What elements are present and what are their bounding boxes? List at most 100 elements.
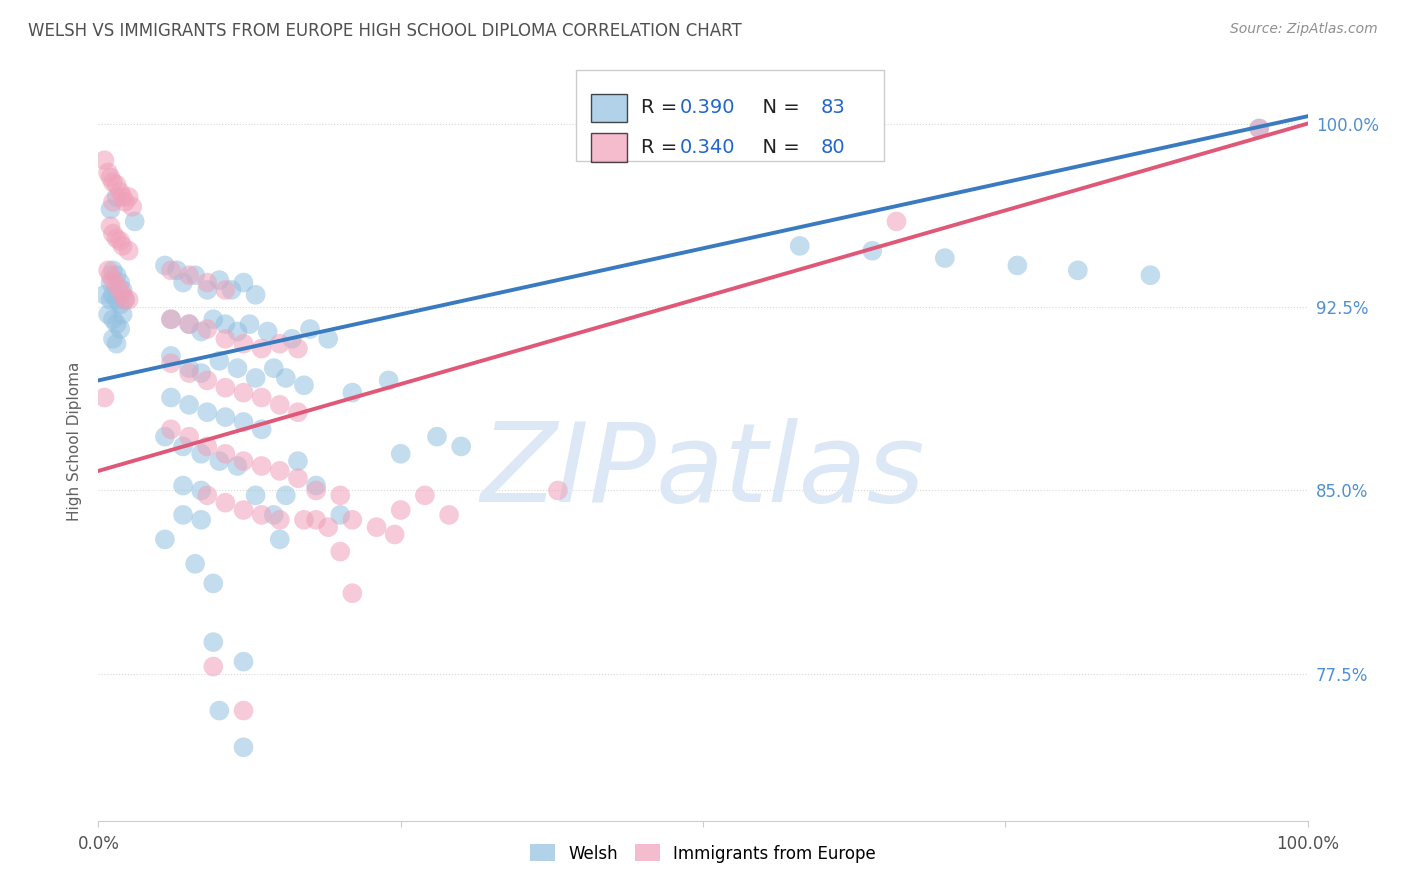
Point — [366, 520, 388, 534]
Point — [190, 325, 212, 339]
Point — [111, 287, 134, 301]
Point — [97, 263, 120, 277]
Point — [214, 317, 236, 331]
Point — [329, 488, 352, 502]
Point — [329, 544, 352, 558]
Point — [232, 503, 254, 517]
Point — [384, 527, 406, 541]
Point — [172, 478, 194, 492]
Point — [172, 508, 194, 522]
Point — [232, 385, 254, 400]
Point — [934, 251, 956, 265]
Point — [1249, 121, 1271, 136]
Point — [886, 214, 908, 228]
Point — [124, 214, 146, 228]
Point — [118, 190, 141, 204]
Point — [389, 503, 412, 517]
Point — [101, 194, 124, 209]
Point — [195, 322, 218, 336]
Point — [153, 430, 176, 444]
Point — [208, 454, 231, 468]
Point — [195, 405, 218, 419]
Point — [153, 259, 176, 273]
Text: N =: N = — [751, 98, 806, 118]
Point — [114, 293, 136, 307]
Point — [105, 190, 128, 204]
Point — [202, 576, 225, 591]
Point — [232, 276, 254, 290]
Point — [153, 533, 176, 547]
Point — [226, 325, 249, 339]
Point — [100, 268, 122, 283]
Text: R =: R = — [641, 138, 683, 157]
Text: 0.340: 0.340 — [681, 138, 735, 157]
Point — [860, 244, 883, 258]
Point — [160, 356, 183, 370]
Point — [101, 273, 124, 287]
Point — [101, 227, 124, 241]
Point — [101, 332, 124, 346]
Point — [190, 366, 212, 380]
Point — [214, 496, 236, 510]
Point — [208, 273, 231, 287]
Point — [114, 194, 136, 209]
Text: 83: 83 — [820, 98, 845, 118]
Point — [214, 332, 236, 346]
Point — [179, 398, 201, 412]
Point — [179, 430, 201, 444]
Point — [108, 276, 131, 290]
Point — [160, 312, 183, 326]
Point — [105, 178, 128, 192]
Point — [269, 398, 291, 412]
Point — [121, 200, 143, 214]
Point — [208, 704, 231, 718]
Point — [316, 520, 339, 534]
Point — [166, 263, 188, 277]
Point — [214, 447, 236, 461]
Point — [221, 283, 243, 297]
Point — [160, 391, 183, 405]
Point — [305, 478, 328, 492]
Point — [232, 740, 254, 755]
Point — [105, 293, 128, 307]
Point — [329, 508, 352, 522]
Text: ZIPatlas: ZIPatlas — [481, 418, 925, 525]
Point — [239, 317, 262, 331]
Point — [93, 153, 115, 168]
Point — [190, 483, 212, 498]
Point — [195, 439, 218, 453]
Point — [172, 439, 194, 453]
Text: 80: 80 — [820, 138, 845, 157]
Point — [160, 422, 183, 436]
Point — [100, 219, 122, 234]
Point — [108, 322, 131, 336]
Point — [179, 366, 201, 380]
Point — [1139, 268, 1161, 283]
Point — [101, 263, 124, 277]
Text: WELSH VS IMMIGRANTS FROM EUROPE HIGH SCHOOL DIPLOMA CORRELATION CHART: WELSH VS IMMIGRANTS FROM EUROPE HIGH SCH… — [28, 22, 742, 40]
Point — [1249, 121, 1271, 136]
Point — [274, 371, 297, 385]
Point — [93, 391, 115, 405]
Point — [1067, 263, 1090, 277]
Point — [195, 373, 218, 387]
Point — [274, 488, 297, 502]
Point — [287, 405, 309, 419]
Point — [202, 635, 225, 649]
Point — [97, 165, 120, 179]
Point — [377, 373, 399, 387]
Point — [413, 488, 436, 502]
Point — [184, 557, 207, 571]
FancyBboxPatch shape — [576, 70, 884, 161]
Point — [214, 283, 236, 297]
Point — [118, 244, 141, 258]
Point — [208, 354, 231, 368]
Point — [245, 287, 267, 301]
Point — [426, 430, 449, 444]
Point — [111, 190, 134, 204]
Point — [256, 325, 278, 339]
Point — [105, 317, 128, 331]
Point — [100, 293, 122, 307]
Point — [214, 410, 236, 425]
Point — [160, 349, 183, 363]
